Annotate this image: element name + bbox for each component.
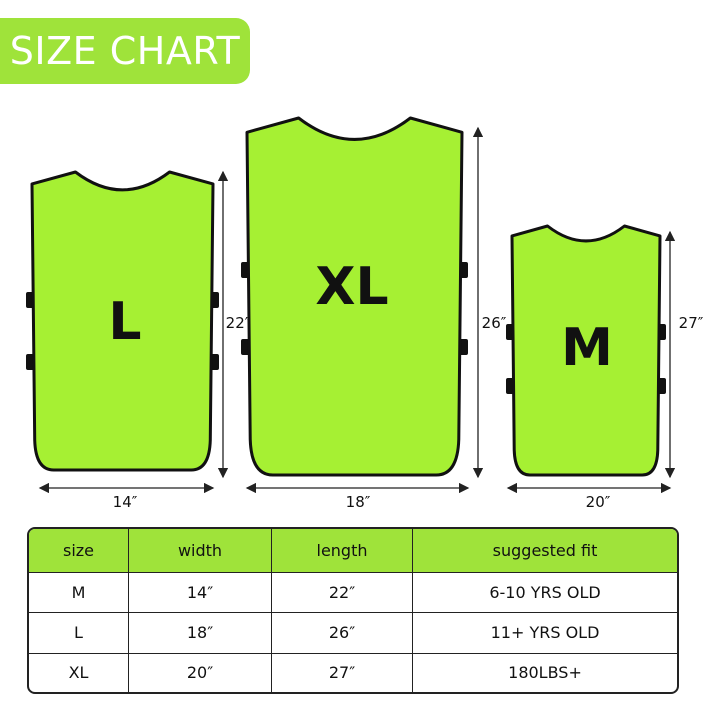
- cell-width: 18″: [129, 613, 272, 654]
- header-width: width: [129, 529, 272, 573]
- table-row: XL 20″ 27″ 180LBS+: [29, 653, 677, 692]
- width-label-l: 14″: [112, 493, 138, 511]
- cell-size: L: [29, 613, 129, 654]
- table-row: M 14″ 22″ 6-10 YRS OLD: [29, 573, 677, 614]
- vest-size-label-m: M: [561, 318, 613, 378]
- vest-size-label-l: L: [108, 292, 142, 352]
- header-suggested-fit: suggested fit: [413, 529, 677, 573]
- width-label-m: 20″: [585, 493, 611, 511]
- length-label-xl: 26″: [481, 314, 507, 332]
- table-header-row: size width length suggested fit: [29, 529, 677, 573]
- width-label-xl: 18″: [345, 493, 371, 511]
- cell-fit: 180LBS+: [508, 663, 582, 683]
- cell-width: 20″: [129, 653, 272, 692]
- table-row: L 18″ 26″ 11+ YRS OLD: [29, 613, 677, 654]
- cell-size: M: [29, 573, 129, 614]
- cell-length: 22″: [272, 573, 413, 614]
- vest-size-label-xl: XL: [315, 257, 389, 317]
- length-label-m: 27″: [678, 314, 704, 332]
- size-chart-title: SIZE CHART: [0, 18, 250, 84]
- size-table: size width length suggested fit M 14″ 22…: [27, 527, 679, 694]
- header-length: length: [272, 529, 413, 573]
- vest-l: [30, 170, 215, 472]
- cell-length: 27″: [272, 653, 413, 692]
- cell-fit: 6-10 YRS OLD: [413, 573, 677, 614]
- cell-fit: 11+ YRS OLD: [413, 613, 677, 654]
- header-size: size: [29, 529, 129, 573]
- cell-width: 14″: [129, 573, 272, 614]
- vest-xl: [245, 116, 464, 477]
- cell-length: 26″: [272, 613, 413, 654]
- vest-m: [510, 224, 662, 477]
- length-label-l: 22″: [225, 314, 251, 332]
- cell-size: XL: [29, 653, 129, 692]
- vest-illustrations: [26, 116, 676, 494]
